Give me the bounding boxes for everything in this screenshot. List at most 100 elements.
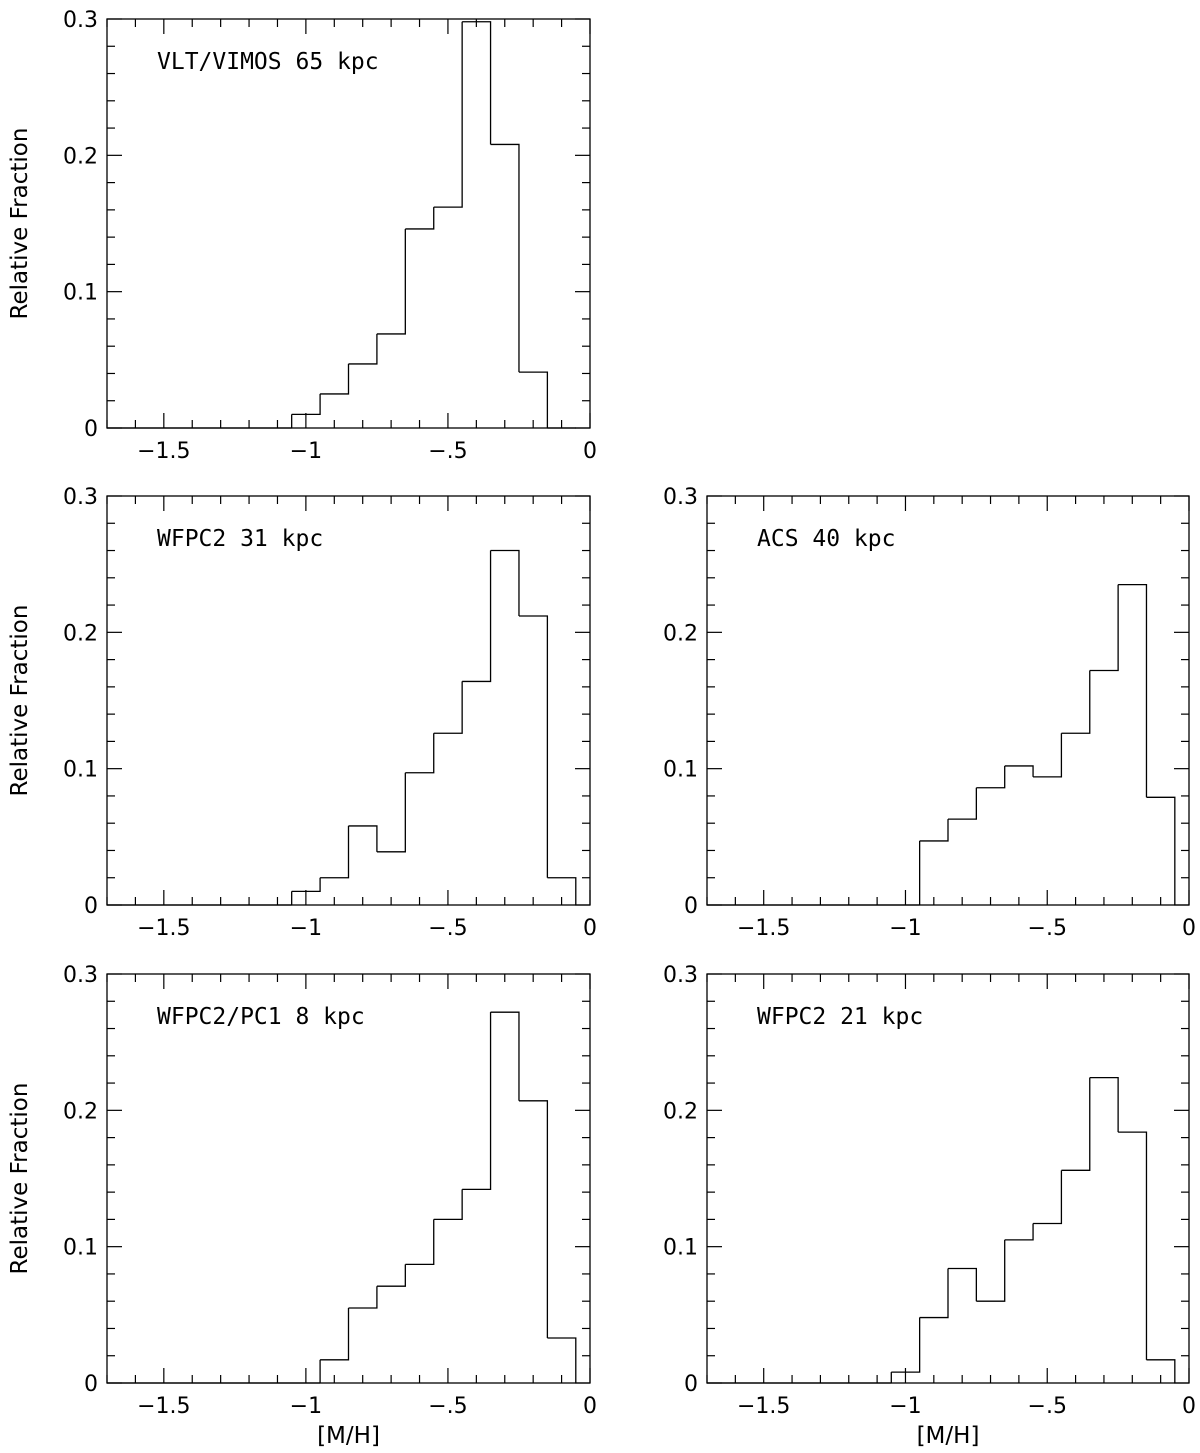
histogram-bin [462, 550, 492, 683]
histogram-bin [1118, 1131, 1148, 1360]
y-axis-title: Relative Fraction [7, 1083, 33, 1275]
y-tick-label: 0.1 [63, 281, 98, 306]
histogram-bin [1146, 796, 1176, 905]
x-tick-label: −1 [889, 1394, 921, 1419]
histogram-bin [919, 819, 949, 842]
histogram-bin [348, 333, 378, 365]
histogram-bin [462, 21, 492, 145]
plot-frame [706, 973, 1190, 1384]
panel-label: WFPC2 21 kpc [757, 1004, 923, 1030]
plot-frame [106, 18, 591, 429]
histogram-bin [376, 228, 406, 335]
histogram-bin [320, 1308, 350, 1361]
histogram-bin [976, 1239, 1006, 1302]
panel-wfpc2-pc1-8: −1.5 −1 −.5 0 0 0.1 0.2 0.3 Relative Fraction [M/… [7, 963, 597, 1449]
plot-frame [706, 495, 1190, 906]
y-tick-label: 0.3 [63, 485, 98, 510]
x-tick-label: 0 [583, 916, 597, 941]
y-tick-label: 0 [84, 1372, 98, 1397]
x-tick-label: −.5 [428, 1394, 467, 1419]
histogram-bin [547, 1337, 577, 1383]
y-tick-label: 0.1 [63, 758, 98, 783]
y-tick-label: 0.2 [63, 144, 98, 169]
y-tick-label: 0.3 [63, 963, 98, 988]
histogram-bin [405, 207, 435, 230]
histogram-bin [1033, 1170, 1063, 1225]
histogram-bin [1089, 584, 1119, 672]
histogram-bin [376, 1264, 406, 1287]
y-tick-label: 0 [684, 1372, 698, 1397]
x-tick-label: 0 [583, 439, 597, 464]
histogram-bin [348, 825, 378, 852]
y-tick-label: 0.3 [663, 485, 698, 510]
histogram-bin [976, 765, 1006, 789]
histogram-bin [490, 143, 520, 373]
panel-label: WFPC2/PC1 8 kpc [157, 1004, 365, 1030]
y-tick-label: 0.3 [63, 8, 98, 33]
x-tick-label: 0 [583, 1394, 597, 1419]
y-tick-label: 0 [84, 894, 98, 919]
histogram-bin [433, 681, 463, 734]
x-tick-label: −.5 [1028, 1394, 1067, 1419]
panel-wfpc2-21: −1.5 −1 −.5 0 0 0.1 0.2 0.3 [M/H] WFPC2 21 kpc [663, 963, 1196, 1449]
x-tick-label: −1 [290, 439, 322, 464]
histogram-bin [405, 733, 435, 774]
y-axis-title: Relative Fraction [7, 605, 33, 797]
histogram-bin [891, 1317, 921, 1373]
x-axis-title: [M/H] [317, 1423, 380, 1449]
histogram-bin [1089, 1076, 1119, 1133]
histogram-bin [376, 772, 406, 853]
x-tick-label: −.5 [428, 439, 467, 464]
y-tick-label: 0 [684, 894, 698, 919]
histogram-bin [1146, 1359, 1176, 1383]
histogram-bin [405, 1219, 435, 1266]
x-tick-label: −1 [889, 916, 921, 941]
y-tick-label: 0.2 [663, 621, 698, 646]
histogram-bin [433, 1189, 463, 1221]
histogram-bin [291, 393, 321, 416]
x-tick-label: −1.5 [137, 1394, 190, 1419]
histogram-bin [518, 615, 549, 878]
y-tick-label: 0.2 [63, 621, 98, 646]
panel-vlt-vimos-65: −1.5 −1 −.5 0 0 0.1 0.2 0.3 Relative Fraction VLT… [7, 8, 597, 464]
panel-label: ACS 40 kpc [757, 526, 895, 552]
x-tick-label: −1.5 [737, 1394, 790, 1419]
histogram-bin [320, 825, 350, 879]
y-tick-label: 0.3 [663, 963, 698, 988]
histogram-bin [490, 1011, 520, 1101]
histogram-bin [948, 1267, 978, 1302]
x-tick-label: 0 [1182, 916, 1196, 941]
x-tick-label: −1 [290, 916, 322, 941]
panel-acs-40: −1.5 −1 −.5 0 0 0.1 0.2 0.3 ACS 40 kpc [663, 485, 1196, 941]
histogram-bin [320, 363, 350, 395]
histogram-bin [1118, 583, 1148, 798]
y-tick-label: 0.2 [663, 1099, 698, 1124]
x-tick-label: 0 [1182, 1394, 1196, 1419]
panel-label: WFPC2 31 kpc [157, 526, 323, 552]
histogram-bin [948, 787, 978, 820]
x-tick-label: −.5 [428, 916, 467, 941]
histogram-bin [291, 877, 321, 893]
histogram-bin [547, 877, 577, 905]
histogram-bin [348, 1286, 378, 1309]
x-tick-label: −1.5 [137, 439, 190, 464]
x-tick-label: −1.5 [737, 916, 790, 941]
x-tick-label: −1.5 [137, 916, 190, 941]
histogram-bin [919, 1268, 949, 1319]
histogram-bin [433, 21, 463, 208]
y-tick-label: 0.1 [63, 1236, 98, 1261]
histogram-bin [490, 549, 520, 616]
histogram-bin [518, 371, 549, 428]
histogram-bin [1004, 765, 1034, 777]
histogram-bin [518, 1100, 549, 1339]
y-tick-label: 0.1 [663, 1236, 698, 1261]
x-axis-title: [M/H] [917, 1423, 980, 1449]
y-axis-title: Relative Fraction [7, 128, 33, 320]
x-tick-label: −.5 [1028, 916, 1067, 941]
y-tick-label: 0 [84, 417, 98, 442]
plot-frame [106, 495, 591, 906]
histogram-bin [1061, 1077, 1091, 1171]
histogram-bin [1033, 733, 1063, 778]
histogram-bin [462, 1012, 492, 1191]
